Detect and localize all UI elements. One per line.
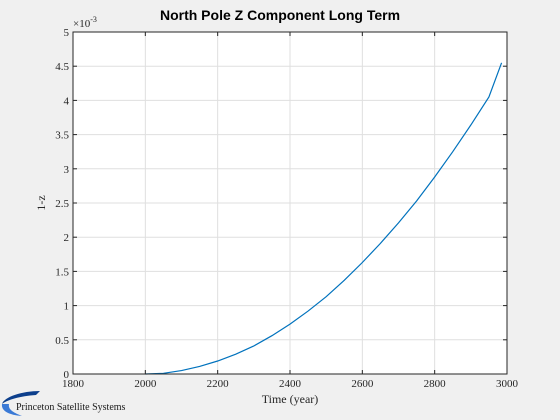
x-tick-label: 2000 xyxy=(134,378,157,390)
y-tick-label: 1 xyxy=(64,301,70,313)
x-tick-label: 1800 xyxy=(62,378,85,390)
x-tick-label: 2400 xyxy=(279,378,302,390)
logo-swoosh-dark xyxy=(2,391,40,404)
y-tick-label: 4 xyxy=(64,95,70,107)
x-tick-label: 2600 xyxy=(351,378,374,390)
y-tick-label: 0 xyxy=(64,369,70,381)
y-multiplier-base: ×10 xyxy=(73,18,91,30)
y-tick-label: 2 xyxy=(64,232,70,244)
y-tick-labels: 0 0.5 1 1.5 2 2.5 3 3.5 4 4.5 5 xyxy=(55,27,69,381)
y-axis-label: 1-z xyxy=(34,195,48,210)
tick-marks xyxy=(72,31,508,375)
logo-text: Princeton Satellite Systems xyxy=(16,402,126,413)
y-multiplier: ×10-3 xyxy=(73,15,97,30)
princeton-logo: Princeton Satellite Systems xyxy=(1,391,126,416)
x-tick-labels: 1800 2000 2200 2400 2600 2800 3000 xyxy=(62,378,519,390)
y-tick-label: 0.5 xyxy=(55,335,69,347)
y-tick-label: 5 xyxy=(64,27,70,39)
logo-swoosh-light xyxy=(1,404,22,416)
y-tick-label: 3 xyxy=(64,164,70,176)
y-tick-label: 3.5 xyxy=(55,130,69,142)
series-line xyxy=(145,62,503,375)
x-tick-label: 3000 xyxy=(496,378,519,390)
x-tick-label: 2800 xyxy=(424,378,447,390)
x-tick-label: 2200 xyxy=(207,378,230,390)
y-tick-label: 4.5 xyxy=(55,61,69,73)
y-tick-label: 2.5 xyxy=(55,198,69,210)
y-multiplier-exponent: -3 xyxy=(90,15,97,24)
chart-title: North Pole Z Component Long Term xyxy=(160,7,400,23)
series-layer xyxy=(145,62,503,375)
y-tick-label: 1.5 xyxy=(55,266,69,278)
x-axis-label: Time (year) xyxy=(262,392,319,406)
